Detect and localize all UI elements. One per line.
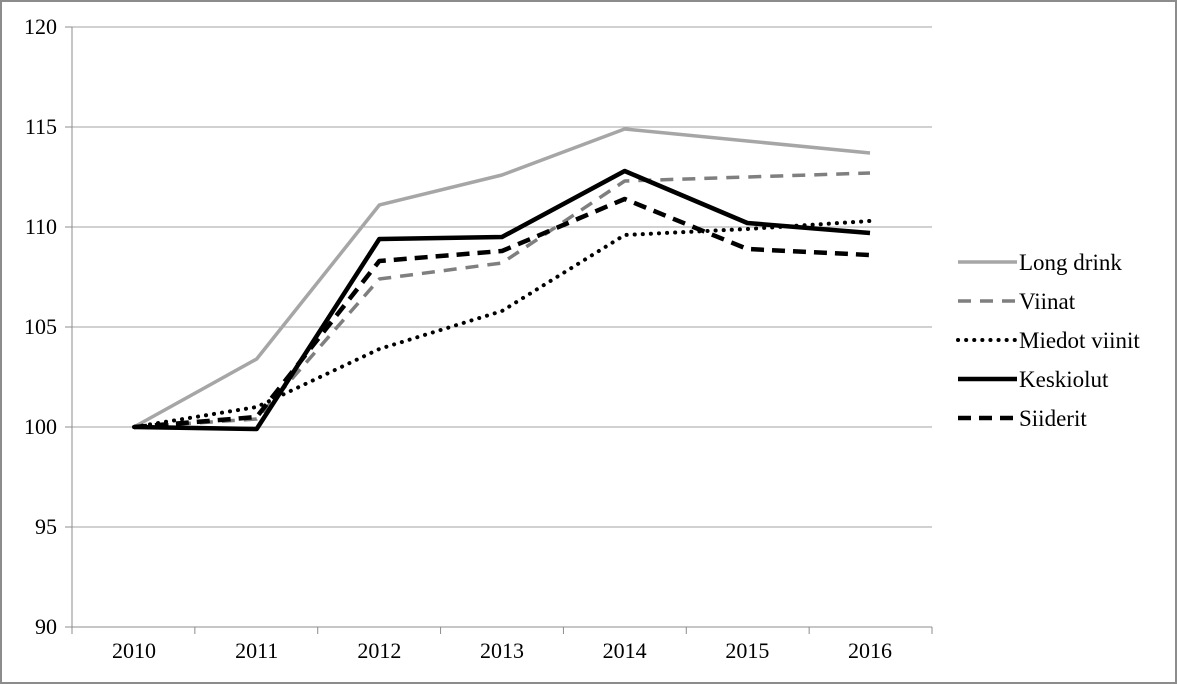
series-line-viinat — [133, 171, 871, 429]
x-tick-label: 2015 — [725, 638, 769, 663]
x-tick-label: 2012 — [357, 638, 401, 663]
legend-label: Siiderit — [1019, 406, 1087, 431]
x-tick-label: 2013 — [480, 638, 524, 663]
y-tick-label: 105 — [24, 314, 57, 339]
y-tick-label: 120 — [24, 14, 57, 39]
series-line-long-drink — [133, 127, 871, 429]
legend-label: Keskiolut — [1019, 367, 1109, 392]
legend-item-siiderit: Siiderit — [958, 406, 1087, 431]
x-tick-label: 2011 — [235, 638, 278, 663]
y-tick-label: 90 — [35, 614, 57, 639]
series-line-keskiolut — [133, 168, 871, 432]
legend-item-miedot-viinit: Miedot viinit — [956, 328, 1140, 353]
y-tick-label: 100 — [24, 414, 57, 439]
y-tick-label: 115 — [25, 114, 57, 139]
legend-item-viinat: Viinat — [958, 289, 1076, 314]
legend-item-long-drink: Long drink — [958, 250, 1122, 275]
legend-label: Viinat — [1019, 289, 1076, 314]
series-line-siiderit — [133, 196, 871, 430]
y-tick-label: 95 — [35, 514, 57, 539]
legend-item-keskiolut: Keskiolut — [958, 367, 1109, 392]
y-tick-label: 110 — [25, 214, 57, 239]
x-tick-label: 2016 — [848, 638, 892, 663]
legend-label: Miedot viinit — [1019, 328, 1140, 353]
x-tick-label: 2010 — [112, 638, 156, 663]
x-tick-label: 2014 — [603, 638, 647, 663]
legend-label: Long drink — [1019, 250, 1122, 275]
series-line-miedot-viinit — [132, 219, 872, 429]
